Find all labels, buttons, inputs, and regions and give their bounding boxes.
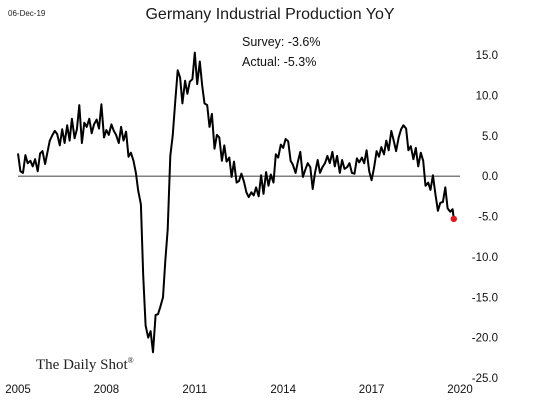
- axes: 15.010.05.00.0-5.0-10.0-15.0-20.0-25.020…: [5, 50, 498, 396]
- plot-area: [17, 51, 458, 354]
- annotation-survey: Survey: -3.6%: [242, 35, 321, 49]
- chart-date: 06-Dec-19: [8, 9, 46, 18]
- x-tick-label-3: 2014: [270, 384, 296, 396]
- y-tick-label-5: -10.0: [472, 252, 498, 264]
- y-tick-label-4: -5.0: [478, 212, 498, 224]
- annotation-actual: Actual: -5.3%: [242, 55, 316, 69]
- x-tick-label-1: 2008: [94, 384, 120, 396]
- y-tick-label-3: 0.0: [482, 171, 498, 183]
- y-tick-label-0: 15.0: [476, 50, 498, 62]
- y-tick-label-6: -15.0: [472, 292, 498, 304]
- x-tick-label-2: 2011: [182, 384, 207, 396]
- y-tick-label-2: 5.0: [482, 131, 498, 143]
- y-tick-label-8: -25.0: [472, 373, 498, 385]
- source-logo-text: The Daily Shot: [36, 357, 128, 373]
- y-tick-label-1: 10.0: [476, 90, 498, 102]
- x-tick-label-4: 2017: [359, 384, 385, 396]
- series-line: [17, 51, 455, 354]
- x-tick-label-5: 2020: [447, 384, 473, 396]
- x-tick-label-0: 2005: [5, 384, 31, 396]
- latest-point-marker: [450, 215, 458, 223]
- chart-title: Germany Industrial Production YoY: [145, 6, 394, 23]
- y-tick-label-7: -20.0: [472, 333, 498, 345]
- source-logo-mark: ®: [128, 356, 134, 365]
- source-logo: The Daily Shot®: [36, 356, 134, 373]
